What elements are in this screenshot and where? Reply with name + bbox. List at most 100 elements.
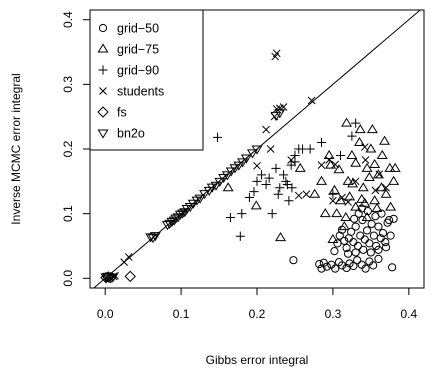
data-point — [225, 167, 237, 177]
data-point — [253, 161, 261, 170]
y-axis: 0.0 0.1 0.2 0.3 0.4 — [61, 11, 90, 287]
data-point — [267, 209, 277, 219]
data-point — [335, 231, 344, 240]
data-point — [369, 195, 381, 205]
data-point — [316, 175, 328, 185]
data-point — [256, 170, 267, 180]
data-point — [374, 254, 383, 264]
data-point — [344, 191, 356, 201]
data-point — [214, 177, 226, 187]
data-point — [338, 221, 350, 231]
legend-marker — [97, 43, 109, 53]
data-point — [325, 159, 337, 169]
data-point — [287, 156, 296, 164]
data-point — [356, 193, 368, 203]
data-point — [322, 262, 331, 271]
data-point — [187, 199, 199, 209]
data-point — [362, 226, 372, 235]
data-point — [354, 124, 366, 134]
data-point — [363, 171, 375, 181]
legend-item: grid−50 — [98, 22, 159, 36]
data-point — [281, 176, 291, 186]
data-point — [246, 149, 258, 159]
data-point — [302, 190, 311, 199]
data-point — [274, 109, 286, 119]
data-point — [278, 170, 289, 180]
data-point — [369, 158, 381, 169]
data-point — [240, 154, 252, 164]
data-point — [335, 195, 346, 205]
data-point — [264, 173, 274, 183]
legend-marker — [97, 106, 109, 118]
data-point — [145, 233, 157, 243]
data-point — [331, 208, 343, 218]
data-point — [350, 157, 362, 167]
identity-line — [93, 10, 421, 288]
y-axis-label: Inverse MCMC error integral — [9, 73, 23, 224]
data-point — [384, 162, 396, 172]
data-point — [273, 189, 283, 199]
data-point — [149, 232, 161, 242]
data-point — [350, 214, 359, 223]
legend-marker — [97, 129, 109, 139]
data-point — [340, 211, 352, 222]
legend-label: grid−90 — [117, 64, 159, 78]
data-point — [174, 210, 186, 220]
data-point — [376, 149, 388, 159]
legend-item: bn2o — [97, 127, 145, 141]
data-point — [147, 234, 159, 244]
data-point — [161, 221, 173, 231]
data-point — [342, 243, 351, 253]
data-point — [365, 239, 374, 248]
data-point — [222, 182, 234, 192]
series-plus — [212, 118, 361, 241]
data-point — [361, 211, 373, 222]
data-point — [212, 132, 223, 142]
data-point — [317, 264, 326, 273]
data-point — [351, 222, 360, 231]
data-point — [374, 222, 383, 231]
data-point — [330, 247, 339, 256]
data-point — [307, 96, 316, 105]
data-point — [333, 239, 342, 248]
data-point — [272, 105, 281, 113]
data-point — [124, 270, 136, 283]
data-point — [237, 209, 247, 219]
legend-label: grid−50 — [117, 22, 159, 36]
data-point — [380, 188, 392, 198]
data-point — [328, 184, 340, 194]
data-point — [266, 145, 275, 153]
legend-marker — [98, 65, 108, 75]
x-axis-label: Gibbs error integral — [206, 353, 309, 367]
legend-item: fs — [97, 106, 127, 120]
data-point — [379, 135, 391, 145]
data-point — [289, 256, 298, 265]
data-point — [327, 233, 339, 244]
data-point — [331, 160, 340, 169]
data-point — [347, 131, 357, 141]
data-point — [210, 181, 222, 191]
series-triangle-down — [100, 109, 286, 283]
data-point — [218, 173, 230, 184]
data-point — [275, 183, 285, 193]
data-point — [229, 164, 241, 174]
series-triangle-up — [222, 117, 401, 244]
data-point — [124, 253, 133, 261]
data-point — [361, 156, 370, 164]
legend-marker — [98, 23, 108, 33]
data-point — [366, 248, 375, 257]
data-point — [353, 136, 365, 147]
data-point — [344, 198, 352, 206]
data-point — [375, 170, 384, 179]
x-tick-label: 0.0 — [97, 307, 114, 321]
y-tick-label: 0.1 — [61, 205, 75, 222]
series-circle — [289, 204, 398, 273]
data-region — [93, 10, 421, 288]
data-point — [194, 194, 206, 204]
data-point — [351, 118, 361, 128]
data-point — [294, 191, 303, 200]
data-point — [353, 256, 362, 265]
data-point — [104, 271, 117, 284]
data-point — [244, 192, 255, 203]
